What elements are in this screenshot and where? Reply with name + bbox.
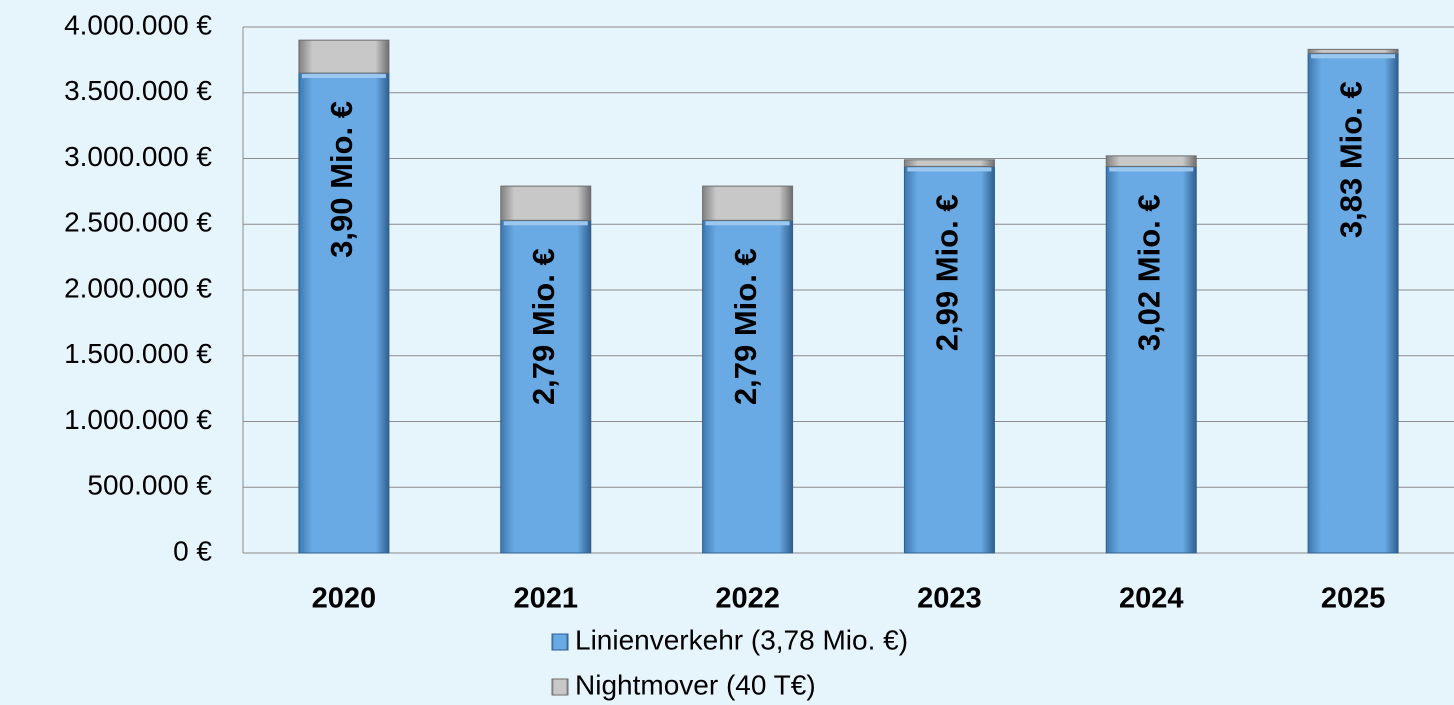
bar-top-highlight	[503, 221, 588, 226]
y-tick-label: 2.000.000 €	[64, 272, 212, 303]
y-tick-label: 3.500.000 €	[64, 75, 212, 106]
x-tick-label: 2024	[1119, 583, 1184, 615]
bar-segment	[1105, 165, 1197, 554]
data-label: 3,90 Mio. €	[324, 101, 359, 258]
bar-segment	[1307, 52, 1399, 554]
data-label: 2,79 Mio. €	[526, 248, 561, 405]
y-tick-label: 4.000.000 €	[64, 9, 212, 40]
y-tick-label: 2.500.000 €	[64, 207, 212, 238]
bar-segment	[903, 165, 995, 554]
y-tick-label: 0 €	[173, 535, 212, 566]
bar-top-highlight	[907, 167, 992, 172]
bar-segment	[500, 219, 592, 554]
bar-segment	[702, 185, 794, 221]
x-tick-label: 2020	[312, 583, 377, 615]
bar-segment	[1307, 48, 1399, 54]
x-tick-label: 2021	[513, 583, 578, 615]
bar-top-highlight	[301, 74, 386, 79]
legend-swatch	[551, 678, 569, 696]
x-tick-label: 2025	[1321, 583, 1386, 615]
legend-label: Linienverkehr (3,78 Mio. €)	[575, 624, 908, 655]
y-tick-label: 500.000 €	[87, 470, 212, 501]
bar-segment	[1105, 155, 1197, 167]
x-tick-label: 2022	[715, 583, 780, 615]
bar-top-highlight	[705, 221, 790, 226]
bar-segment	[702, 219, 794, 554]
data-label: 3,02 Mio. €	[1131, 194, 1166, 351]
data-label: 2,99 Mio. €	[930, 194, 965, 351]
y-tick-label: 1.500.000 €	[64, 338, 212, 369]
x-tick-label: 2023	[917, 583, 982, 615]
bar-top-highlight	[1311, 54, 1396, 59]
bar-top-highlight	[1109, 167, 1194, 172]
bar-segment	[500, 185, 592, 221]
legend-swatch	[551, 633, 569, 651]
y-tick-label: 3.000.000 €	[64, 141, 212, 172]
y-tick-label: 1.000.000 €	[64, 404, 212, 435]
data-label: 2,79 Mio. €	[728, 248, 763, 405]
legend-label: Nightmover (40 T€)	[575, 669, 816, 700]
data-label: 3,83 Mio. €	[1333, 81, 1368, 238]
bar-segment	[903, 159, 995, 167]
bar-segment	[298, 39, 390, 74]
